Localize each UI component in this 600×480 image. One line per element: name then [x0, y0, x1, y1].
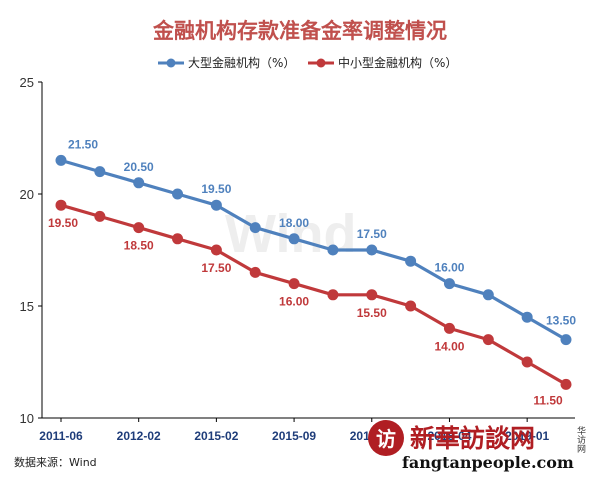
data-label-large: 21.50 [68, 137, 98, 151]
legend-marker-small [316, 58, 326, 68]
data-point-small [443, 322, 455, 334]
data-point-large [133, 177, 145, 189]
legend-marker-large [166, 58, 176, 68]
data-label-layer: 21.50 20.50 19.50 18.00 17.50 16.00 13.50 19.50… [48, 137, 576, 407]
data-point-small [482, 334, 494, 346]
x-tick-label: 2019-01 [505, 429, 549, 443]
legend-label-small: 中小型金融机构（%） [338, 55, 457, 70]
data-point-small [560, 378, 572, 390]
x-tick-label: 2015-02 [194, 429, 238, 443]
source-note: 数据来源：Wind [14, 455, 97, 469]
site-url: fangtanpeople.com [402, 453, 574, 472]
site-side-text: 华访网 [575, 425, 586, 454]
data-label-small: 11.50 [533, 393, 563, 407]
x-tick-label: 2012-02 [117, 429, 161, 443]
data-point-small [55, 199, 67, 211]
data-label-large: 16.00 [434, 261, 464, 275]
data-label-large: 13.50 [546, 314, 576, 328]
data-point-large [405, 255, 417, 267]
series-line-small [60, 203, 567, 386]
chart-watermark: Wind [225, 204, 356, 264]
legend-label-large: 大型金融机构（%） [188, 55, 295, 70]
y-tick-label: 25 [20, 75, 34, 90]
x-axis-ticks: 2011-062012-022015-022015-092016-032018-… [39, 418, 549, 443]
data-point-large [327, 244, 339, 256]
data-point-large [521, 311, 533, 323]
data-point-small [249, 266, 261, 278]
data-point-large [443, 278, 455, 290]
x-tick-label: 2015-09 [272, 429, 316, 443]
data-label-large: 18.00 [279, 216, 309, 230]
x-tick-label: 2011-06 [39, 429, 83, 443]
data-point-large [482, 289, 494, 301]
x-tick-label: 2018-04 [427, 429, 471, 443]
data-point-large [210, 199, 222, 211]
data-point-large [94, 166, 106, 178]
data-label-small: 19.50 [48, 216, 78, 230]
data-label-small: 17.50 [201, 261, 231, 275]
y-tick-label: 10 [20, 411, 34, 426]
data-point-large [288, 233, 300, 245]
y-tick-label: 20 [20, 187, 34, 202]
data-label-large: 19.50 [201, 182, 231, 196]
site-name: 新華訪談网 [410, 424, 535, 453]
legend-item-small: 中小型金融机构（%） [308, 55, 457, 70]
data-label-large: 17.50 [357, 227, 387, 241]
data-point-large [172, 188, 184, 200]
legend-item-large: 大型金融机构（%） [158, 55, 295, 70]
series-line-large [60, 158, 567, 341]
data-point-large [55, 154, 67, 166]
series-layer [55, 154, 572, 390]
y-tick-label: 15 [20, 299, 34, 314]
data-point-small [366, 289, 378, 301]
data-label-small: 18.50 [124, 239, 154, 253]
data-point-small [521, 356, 533, 368]
chart-title: 金融机构存款准备金率调整情况 [152, 19, 447, 43]
data-label-small: 14.00 [434, 339, 464, 353]
site-logo-icon [368, 420, 404, 456]
site-watermark: 访 新華訪談网 fangtanpeople.com 华访网 [368, 420, 586, 472]
y-axis-ticks: 10 15 20 25 [20, 75, 42, 426]
data-point-small [133, 222, 145, 234]
data-point-large [249, 222, 261, 234]
data-point-small [94, 210, 106, 222]
site-logo-glyph: 访 [376, 427, 396, 451]
data-point-small [405, 300, 417, 312]
data-point-small [210, 244, 222, 256]
data-label-small: 16.00 [279, 295, 309, 309]
data-point-small [172, 233, 184, 245]
data-point-large [560, 334, 572, 346]
data-label-large: 20.50 [124, 160, 154, 174]
data-point-small [327, 289, 339, 301]
data-label-small: 15.50 [357, 306, 387, 320]
data-point-large [366, 244, 378, 256]
chart-legend: 大型金融机构（%） 中小型金融机构（%） [158, 55, 457, 70]
data-point-small [288, 278, 300, 290]
